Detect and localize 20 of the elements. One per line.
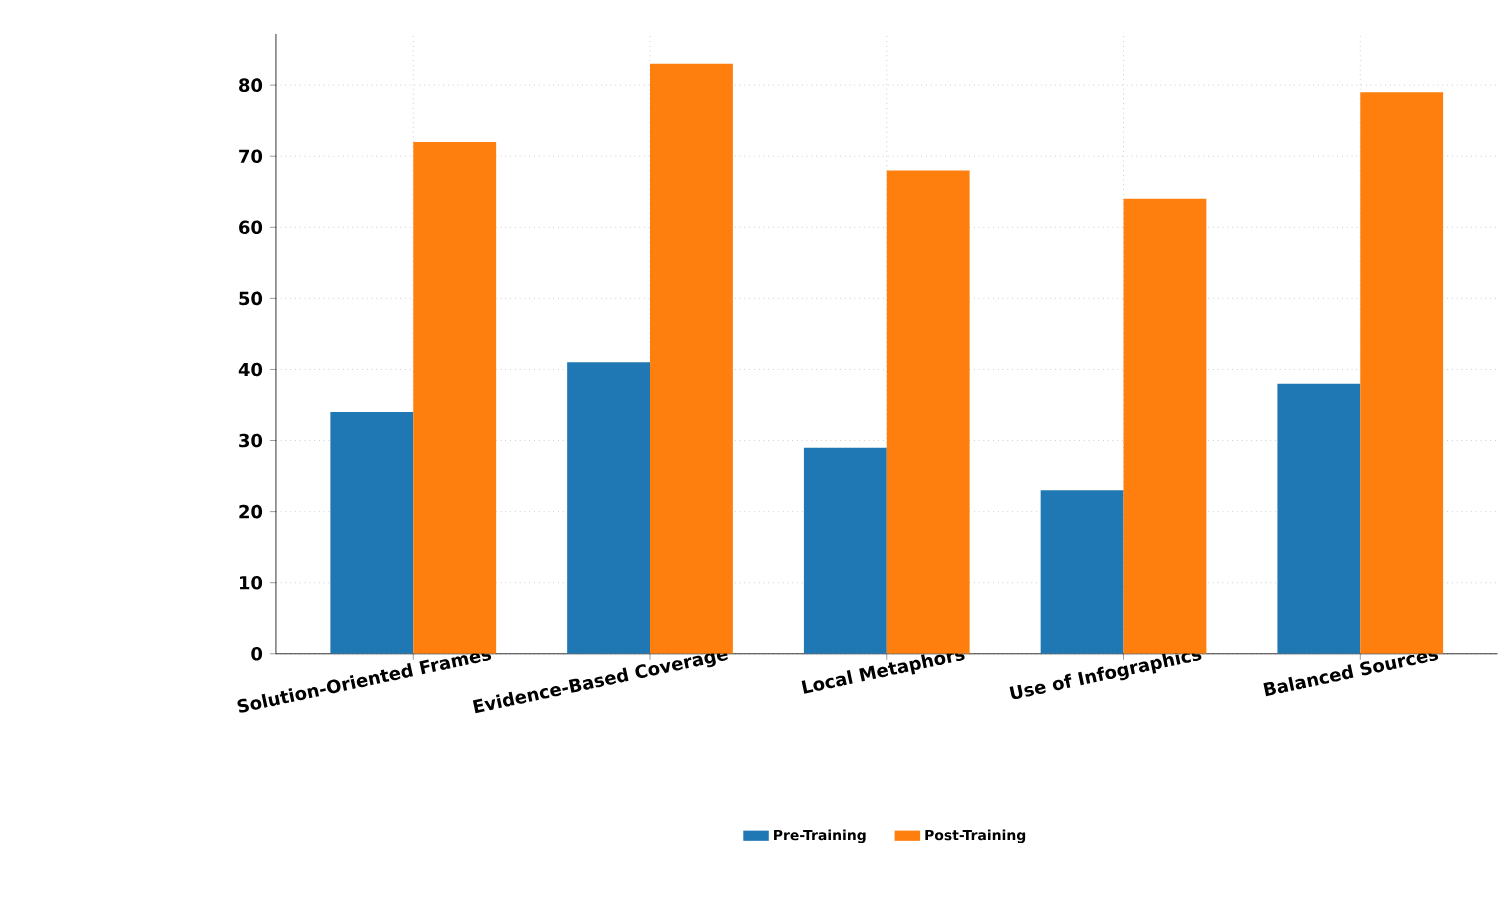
bar (1123, 198, 1207, 654)
bar (1040, 490, 1124, 654)
bar (413, 142, 497, 654)
y-tick-label: 10 (240, 576, 263, 590)
bar (650, 63, 733, 654)
y-tick-label: 40 (238, 362, 263, 377)
y-tick-label: 60 (239, 220, 263, 235)
x-tick-label: Local Metaphors (801, 650, 965, 694)
bar (567, 362, 651, 654)
bar (803, 447, 887, 654)
y-tick-label: 0 (251, 647, 263, 661)
y-tick-label: 80 (239, 78, 263, 93)
y-tick-label: 50 (239, 291, 263, 306)
bar (1277, 383, 1361, 654)
y-tick-label: 30 (239, 433, 263, 448)
bar (1360, 92, 1444, 654)
bar (330, 412, 414, 654)
y-tick-label: 20 (239, 504, 263, 519)
y-tick-label: 70 (239, 149, 263, 164)
bar (886, 170, 970, 654)
